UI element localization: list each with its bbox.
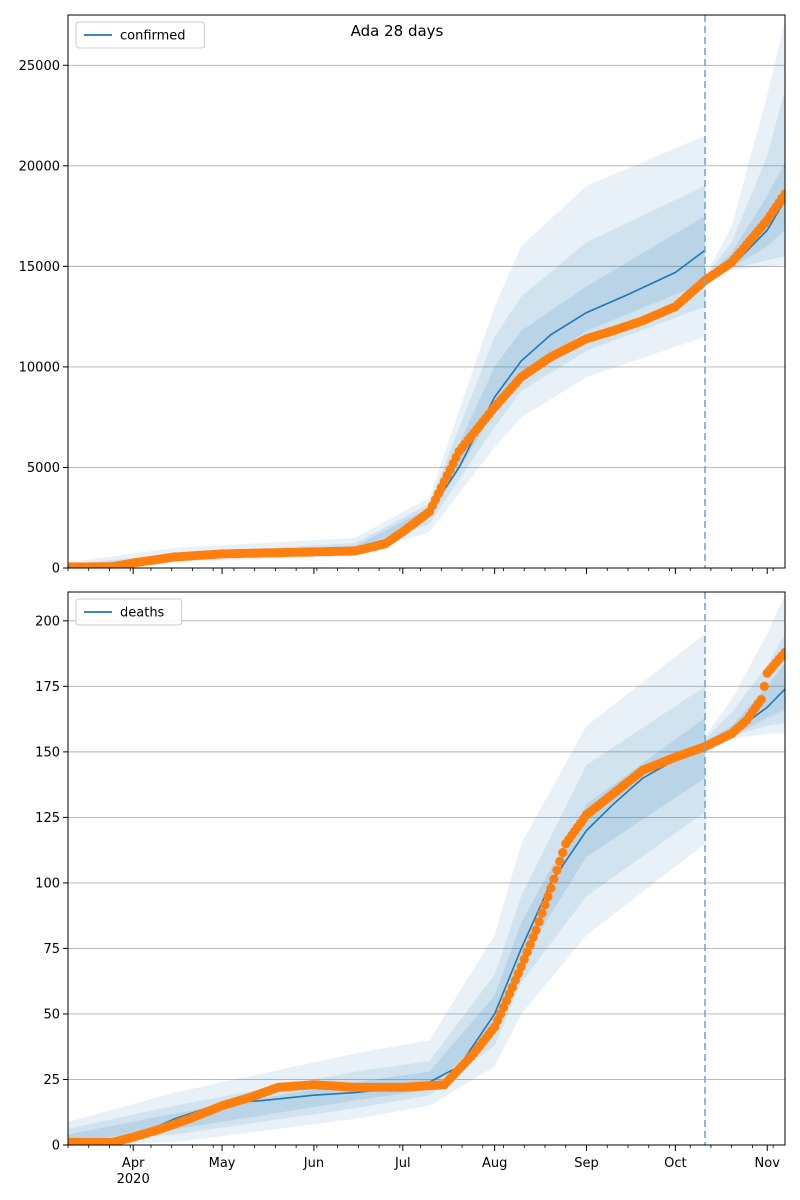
y-tick-label: 0 bbox=[52, 562, 60, 577]
data-point-observed bbox=[534, 917, 544, 927]
y-tick-label: 20000 bbox=[19, 159, 60, 174]
deaths-panel: 0 25 50 75 100 125 150 175 200 Apr May Jun Jul Aug Sep… bbox=[35, 591, 786, 1187]
uncertainty-band-outer bbox=[68, 135, 705, 567]
data-point-observed bbox=[780, 647, 785, 657]
uncertainty-band-outer bbox=[705, 594, 785, 752]
y-tick-label: 10000 bbox=[19, 360, 60, 375]
y-tick-label: 5000 bbox=[27, 461, 60, 476]
plot-area bbox=[68, 21, 785, 568]
axes-frame bbox=[67, 591, 786, 1146]
y-tick-label: 125 bbox=[35, 811, 60, 826]
data-point-observed bbox=[759, 681, 769, 692]
uncertainty-band-mid bbox=[705, 89, 785, 284]
y-tick-label: 15000 bbox=[19, 260, 60, 275]
data-point-observed bbox=[519, 954, 529, 965]
x-tick-label: Apr bbox=[122, 1156, 145, 1171]
data-point-observed bbox=[531, 925, 541, 935]
legend-box bbox=[75, 21, 205, 49]
legend-label: deaths bbox=[120, 606, 165, 621]
uncertainty-band-mid bbox=[68, 185, 705, 567]
y-tick-label: 25 bbox=[43, 1073, 60, 1088]
data-point-observed bbox=[516, 962, 526, 972]
data-point-observed bbox=[537, 908, 547, 918]
data-point-observed bbox=[555, 856, 565, 867]
data-point-observed bbox=[528, 932, 538, 943]
data-point-observed bbox=[543, 891, 553, 902]
data-point-observed bbox=[540, 900, 550, 910]
x-tick-label: May bbox=[209, 1156, 236, 1171]
y-tick-label: 175 bbox=[35, 680, 60, 695]
data-point-observed bbox=[552, 865, 562, 875]
x-tick-label: Oct bbox=[664, 1156, 686, 1171]
plot-area bbox=[68, 594, 785, 1145]
confirmed-panel: 0 5000 10000 15000 20000 25000 confirmed bbox=[19, 14, 786, 577]
y-tick-label: 25000 bbox=[19, 59, 60, 74]
y-tick-label: 75 bbox=[43, 942, 60, 957]
uncertainty-band-outer bbox=[68, 633, 705, 1145]
y-tick-label: 50 bbox=[43, 1007, 60, 1022]
data-point-observed bbox=[549, 874, 559, 884]
data-point-observed bbox=[525, 940, 535, 950]
data-point-observed bbox=[501, 996, 512, 1006]
axes-frame bbox=[67, 14, 786, 569]
legend-label: confirmed bbox=[120, 29, 186, 44]
y-tick-label: 100 bbox=[35, 876, 60, 891]
y-tick-label: 0 bbox=[52, 1139, 60, 1154]
data-point-observed bbox=[522, 947, 532, 957]
x-tick-label: Jul bbox=[394, 1156, 411, 1171]
uncertainty-band-mid bbox=[705, 633, 785, 750]
uncertainty-band-mid bbox=[68, 686, 705, 1143]
data-point-observed bbox=[558, 847, 568, 858]
x-tick-label: Aug bbox=[482, 1156, 507, 1171]
y-tick-label: 150 bbox=[35, 745, 60, 760]
x-tick-label: Jun bbox=[303, 1156, 324, 1171]
chart-title: Ada 28 days bbox=[351, 22, 444, 40]
x-tick-label: Nov bbox=[755, 1156, 781, 1171]
legend-box bbox=[75, 598, 183, 626]
data-point-observed bbox=[546, 883, 556, 893]
x-tick-label: Sep bbox=[574, 1156, 599, 1171]
data-point-observed bbox=[756, 694, 766, 705]
data-point-observed bbox=[780, 189, 785, 199]
x-year-label: 2020 bbox=[117, 1172, 150, 1187]
y-tick-label: 200 bbox=[35, 614, 60, 629]
